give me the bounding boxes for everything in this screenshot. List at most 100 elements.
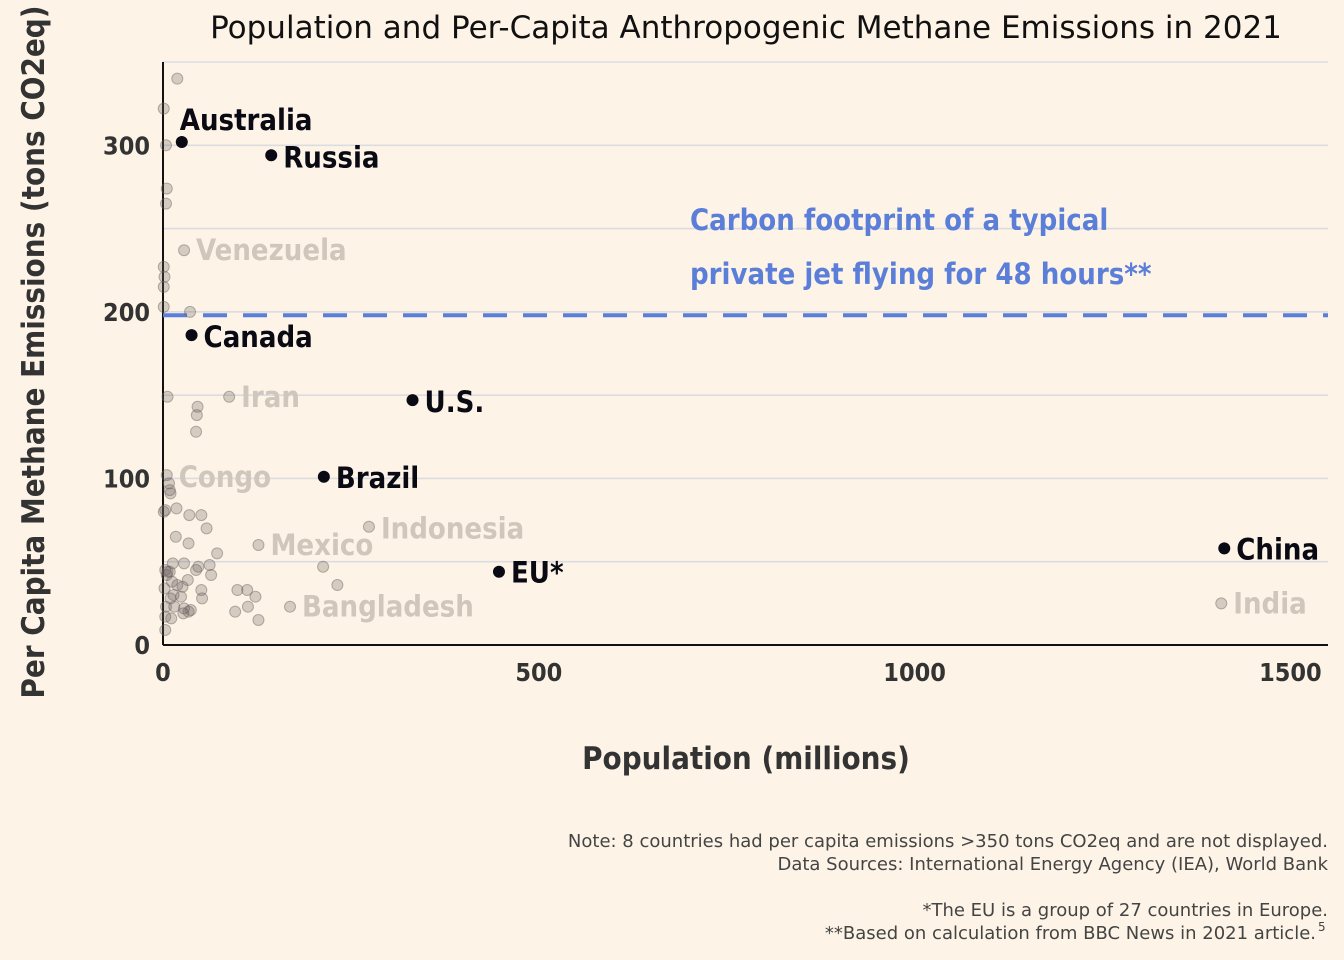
point-eu- bbox=[492, 565, 505, 578]
data-point-16 bbox=[164, 487, 177, 500]
label-india: India bbox=[1233, 586, 1307, 620]
point-congo bbox=[160, 469, 173, 482]
point-brazil bbox=[317, 470, 330, 483]
reference-line-label-1: Carbon footprint of a typical bbox=[690, 203, 1108, 237]
note-bbc: **Based on calculation from BBC News in … bbox=[825, 923, 1316, 944]
label-canada: Canada bbox=[204, 320, 313, 354]
point-canada bbox=[185, 329, 198, 342]
data-point-5 bbox=[157, 260, 170, 273]
data-point-12 bbox=[190, 409, 203, 422]
data-point-45 bbox=[231, 584, 244, 597]
point-mexico bbox=[252, 539, 265, 552]
label-brazil: Brazil bbox=[336, 461, 419, 495]
data-point-0 bbox=[171, 72, 184, 85]
point-australia bbox=[175, 135, 188, 148]
point-venezuela bbox=[178, 244, 191, 257]
label-china: China bbox=[1236, 532, 1319, 566]
data-point-42 bbox=[167, 589, 180, 602]
data-point-36 bbox=[166, 575, 179, 588]
x-tick-1000: 1000 bbox=[883, 658, 946, 687]
data-point-10 bbox=[161, 390, 174, 403]
label-venezuela: Venezuela bbox=[196, 233, 347, 267]
data-point-57 bbox=[252, 614, 265, 627]
data-point-4 bbox=[160, 197, 173, 210]
data-point-40 bbox=[176, 580, 189, 593]
data-point-29 bbox=[166, 557, 179, 570]
data-point-37 bbox=[171, 579, 184, 592]
label-eu-: EU* bbox=[511, 556, 564, 590]
reference-line-label-2: private jet flying for 48 hours** bbox=[690, 257, 1152, 291]
label-indonesia: Indonesia bbox=[381, 512, 524, 546]
data-point-32 bbox=[205, 569, 218, 582]
y-tick-300: 300 bbox=[103, 131, 150, 160]
x-tick-500: 500 bbox=[515, 658, 562, 687]
data-point-35 bbox=[160, 569, 173, 582]
data-point-25 bbox=[211, 547, 224, 560]
data-point-22 bbox=[200, 522, 213, 535]
data-point-53 bbox=[182, 605, 195, 618]
unlabeled-points bbox=[157, 72, 344, 637]
data-point-48 bbox=[160, 600, 173, 613]
data-point-6 bbox=[158, 270, 171, 283]
data-point-60 bbox=[159, 610, 172, 623]
y-axis-title: Per Capita Methane Emissions (tons CO2eq… bbox=[16, 5, 52, 698]
faded-labeled-points: Venezuela Iran Congo Mexico Indonesia Banglad… bbox=[160, 233, 1307, 624]
data-point-11 bbox=[191, 400, 204, 413]
reference-line-group: Carbon footprint of a typical private je… bbox=[163, 203, 1328, 318]
data-point-17 bbox=[170, 502, 183, 515]
point-china bbox=[1218, 542, 1231, 555]
note-bbc-superscript: 5 bbox=[1318, 920, 1326, 934]
point-india bbox=[1215, 597, 1228, 610]
x-tick-labels: 0 500 1000 1500 bbox=[155, 658, 1322, 687]
y-tick-0: 0 bbox=[134, 631, 150, 660]
data-point-31 bbox=[203, 559, 216, 572]
data-point-2 bbox=[160, 139, 173, 152]
label-mexico: Mexico bbox=[270, 528, 373, 562]
point-bangladesh bbox=[284, 600, 297, 613]
x-tick-1500: 1500 bbox=[1259, 658, 1322, 687]
data-point-47 bbox=[196, 592, 209, 605]
data-point-52 bbox=[177, 607, 190, 620]
data-point-9 bbox=[184, 305, 197, 318]
note-excluded: Note: 8 countries had per capita emissio… bbox=[568, 831, 1328, 852]
label-congo: Congo bbox=[179, 460, 271, 494]
x-axis-title: Population (millions) bbox=[582, 741, 910, 777]
chart-title: Population and Per-Capita Anthropogenic … bbox=[210, 10, 1282, 46]
data-point-33 bbox=[190, 564, 203, 577]
label-bangladesh: Bangladesh bbox=[302, 590, 474, 624]
label-iran: Iran bbox=[241, 380, 300, 414]
footnotes: Note: 8 countries had per capita emissio… bbox=[568, 831, 1329, 944]
point-u-s- bbox=[406, 394, 419, 407]
data-point-41 bbox=[175, 590, 188, 603]
data-point-49 bbox=[168, 600, 181, 613]
data-point-26 bbox=[192, 560, 205, 573]
data-point-15 bbox=[163, 484, 176, 497]
note-eu: *The EU is a group of 27 countries in Eu… bbox=[922, 900, 1328, 921]
data-point-61 bbox=[165, 612, 178, 625]
label-u-s-: U.S. bbox=[425, 385, 485, 419]
data-point-54 bbox=[241, 600, 254, 613]
data-point-27 bbox=[159, 564, 172, 577]
data-point-7 bbox=[157, 280, 170, 293]
data-point-55 bbox=[229, 605, 242, 618]
data-point-28 bbox=[161, 565, 174, 578]
data-point-19 bbox=[157, 505, 170, 518]
data-point-3 bbox=[160, 182, 173, 195]
data-point-56 bbox=[249, 590, 262, 603]
x-tick-0: 0 bbox=[155, 658, 171, 687]
point-iran bbox=[223, 390, 236, 403]
data-point-38 bbox=[181, 574, 194, 587]
data-point-23 bbox=[169, 530, 182, 543]
data-point-51 bbox=[184, 604, 197, 617]
data-point-58 bbox=[317, 560, 330, 573]
data-point-59 bbox=[331, 579, 344, 592]
data-point-21 bbox=[195, 509, 208, 522]
data-point-18 bbox=[159, 504, 172, 517]
data-point-39 bbox=[158, 582, 171, 595]
y-tick-labels: 0 100 200 300 bbox=[103, 131, 150, 660]
y-tick-100: 100 bbox=[103, 464, 150, 493]
label-australia: Australia bbox=[180, 103, 313, 137]
data-point-44 bbox=[195, 584, 208, 597]
